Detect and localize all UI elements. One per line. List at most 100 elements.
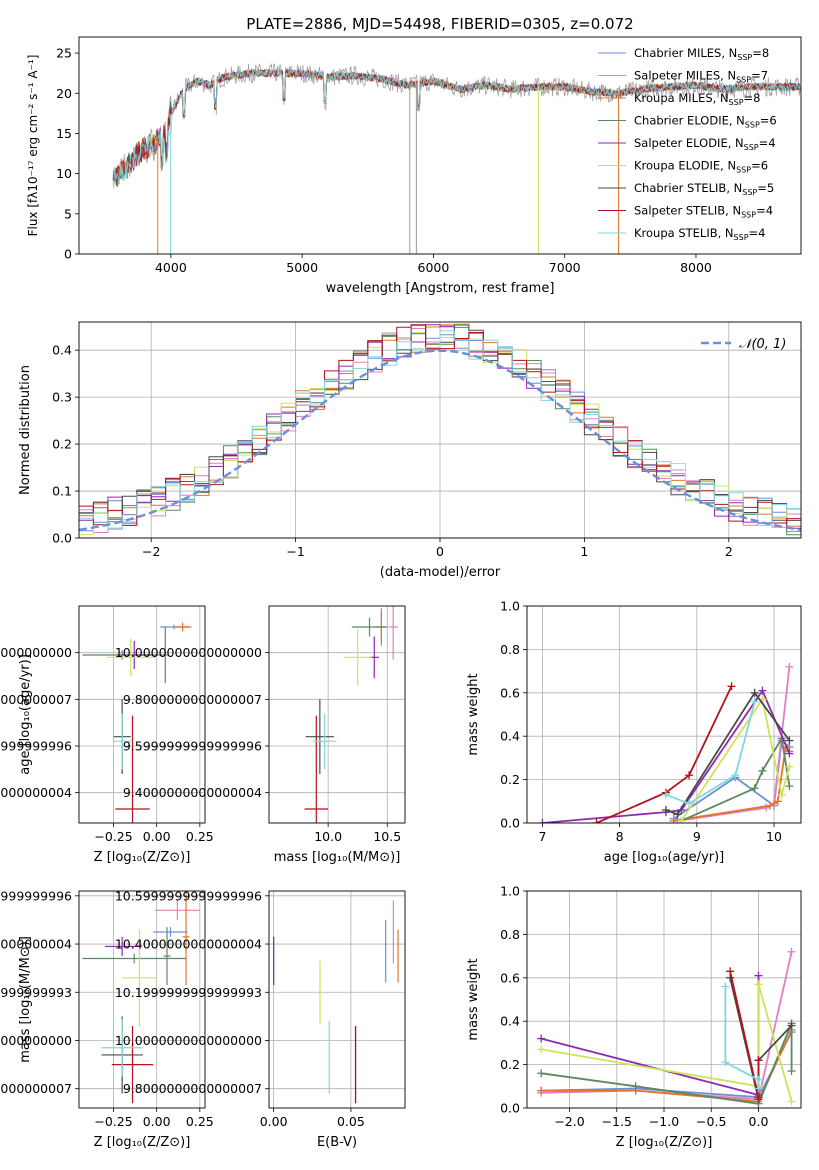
x-axis-label: E(B-V) xyxy=(317,1135,357,1150)
axes-frame xyxy=(526,605,802,824)
y-tick-label: 9.4000000000000004 xyxy=(123,785,262,800)
x-tick-label: 7000 xyxy=(549,260,581,275)
y-tick-label: 10.5999999999999996 xyxy=(0,888,72,903)
weight-line xyxy=(665,701,756,805)
y-tick-label: 0.4 xyxy=(500,1014,520,1029)
weight-marker xyxy=(731,771,740,780)
legend-label: Kroupa STELIB, NSSP=4 xyxy=(634,226,765,242)
x-tick-label: −0.5 xyxy=(696,1114,726,1129)
weight-line xyxy=(724,986,760,1089)
x-tick-label: −2.0 xyxy=(554,1114,584,1129)
x-tick-label: −0.25 xyxy=(94,1114,132,1129)
y-tick-label: 0.1 xyxy=(52,484,72,499)
y-tick-label: 0.8 xyxy=(500,642,520,657)
x-axis-label: age [log₁₀(age/yr)] xyxy=(604,850,725,865)
y-tick-label: 0.0 xyxy=(500,816,520,831)
y-tick-label: 0.4 xyxy=(500,729,520,744)
x-tick-label: 6000 xyxy=(418,260,450,275)
axes-frame xyxy=(268,890,406,1109)
y-tick-label: 5 xyxy=(64,206,72,221)
y-tick-label: 25 xyxy=(56,46,72,61)
axes-frame xyxy=(78,605,206,824)
plot-area xyxy=(79,323,801,536)
weight-marker xyxy=(787,1097,796,1106)
chart-title: PLATE=2886, MJD=54498, FIBERID=0305, z=0… xyxy=(246,15,633,33)
y-tick-label: 0.2 xyxy=(500,772,520,787)
weight-line xyxy=(665,691,791,816)
weight-marker xyxy=(750,697,759,706)
weight-marker xyxy=(754,1084,763,1093)
y-tick-label: 10.0000000000000000 xyxy=(115,645,262,660)
x-axis-label: Z [log₁₀(Z/Z⊙)] xyxy=(94,1135,191,1150)
panel-mass_vs_ebv: 0.00 0.05 9.8000000000000007 10.00000000000… xyxy=(115,888,406,1150)
x-tick-label: 0.00 xyxy=(260,1114,288,1129)
y-tick-label: 0.3 xyxy=(52,390,72,405)
y-tick-label: 9.5999999999999996 xyxy=(0,739,72,754)
weight-marker xyxy=(754,1056,763,1065)
weight-marker xyxy=(787,947,796,956)
y-tick-label: 10 xyxy=(56,166,72,181)
y-tick-label: 10.0000000000000000 xyxy=(115,1033,262,1048)
panel-age_vs_mass: 10.0 10.5 9.4000000000000004 9.599999999999… xyxy=(115,605,406,865)
x-tick-label: 0.0 xyxy=(749,1114,769,1129)
x-tick-label: 9 xyxy=(693,829,701,844)
y-tick-label: 0.8 xyxy=(500,927,520,942)
y-tick-label: 15 xyxy=(56,126,72,141)
x-tick-label: 8000 xyxy=(680,260,712,275)
x-tick-label: 7 xyxy=(538,829,546,844)
legend-label: Kroupa ELODIE, NSSP=6 xyxy=(634,159,768,175)
axes-frame xyxy=(78,36,802,255)
y-tick-label: 10.4000000000000004 xyxy=(0,937,72,952)
plot-area xyxy=(273,900,399,1104)
y-tick-label: 0.2 xyxy=(500,1057,520,1072)
panel-weight_vs_Z: −2.0 −1.5 −1.0 −0.5 0.0 0.0 0.2 0.4 0.6 0.8 1.0 Z [… xyxy=(466,884,802,1150)
weight-marker xyxy=(677,816,686,823)
y-tick-label: 1.0 xyxy=(500,884,520,899)
panel-spectrum: Chabrier MILES, NSSP=8 Salpeter MILES, NS… xyxy=(26,15,802,296)
plot-area xyxy=(537,947,796,1108)
weight-marker xyxy=(721,1058,730,1067)
legend-label: Salpeter MILES, NSSP=7 xyxy=(634,69,768,85)
weight-marker xyxy=(758,686,767,695)
legend-label: Chabrier STELIB, NSSP=5 xyxy=(634,181,774,197)
y-tick-label: 10.0000000000000000 xyxy=(0,1033,72,1048)
y-tick-label: 0.0 xyxy=(52,531,72,546)
axes-frame xyxy=(268,605,406,824)
weight-marker xyxy=(726,967,735,976)
weight-line xyxy=(596,685,733,823)
y-axis-label: Normed distribution xyxy=(18,365,33,495)
x-axis-label: wavelength [Angstrom, rest frame] xyxy=(326,281,555,296)
weight-marker xyxy=(750,784,759,793)
y-tick-label: 10.1999999999999993 xyxy=(115,985,262,1000)
weight-marker xyxy=(538,819,547,823)
x-tick-label: 0.25 xyxy=(186,1114,214,1129)
y-axis-label: age [log₁₀(age/yr)] xyxy=(18,654,33,775)
normal-curve xyxy=(79,349,801,531)
weight-marker xyxy=(721,982,730,991)
x-tick-label: 2 xyxy=(725,544,733,559)
x-tick-label: 0 xyxy=(436,544,444,559)
histogram-salpeter_elodie xyxy=(79,324,801,529)
weight-marker xyxy=(661,805,670,814)
plot-area xyxy=(538,662,794,823)
weight-marker xyxy=(673,810,682,819)
y-tick-label: 9.8000000000000007 xyxy=(0,1081,72,1096)
y-axis-label: mass weight xyxy=(466,673,481,755)
x-tick-label: 1 xyxy=(580,544,588,559)
legend-label: 𝒩(0, 1) xyxy=(739,337,786,352)
x-tick-label: 4000 xyxy=(155,260,187,275)
axes-frame xyxy=(78,890,206,1109)
weight-marker xyxy=(754,980,763,989)
panel-age_vs_Z: −0.25 0.00 0.25 9.4000000000000004 9.5999999… xyxy=(0,605,214,865)
weight-marker xyxy=(537,1045,546,1054)
legend-label: Kroupa MILES, NSSP=8 xyxy=(634,91,760,107)
weight-marker xyxy=(758,766,767,775)
x-tick-label: −1 xyxy=(286,544,304,559)
plot-area xyxy=(304,606,398,823)
y-tick-label: 9.8000000000000007 xyxy=(123,692,262,707)
weight-marker xyxy=(631,1082,640,1091)
panel-mass_vs_Z: −0.25 0.00 0.25 9.8000000000000007 10.000000… xyxy=(0,888,214,1150)
x-axis-label: Z [log₁₀(Z/Z⊙)] xyxy=(94,850,191,865)
weight-marker xyxy=(661,790,670,799)
